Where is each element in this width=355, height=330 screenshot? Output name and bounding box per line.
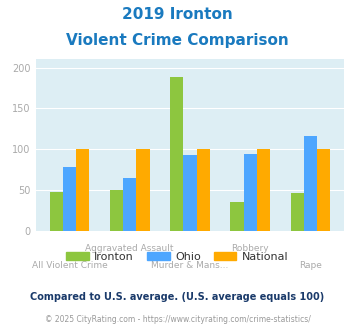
Text: Violent Crime Comparison: Violent Crime Comparison — [66, 33, 289, 48]
Bar — [290, 193, 304, 231]
Bar — [63, 167, 76, 231]
Bar — [244, 154, 257, 231]
Bar — [230, 202, 244, 231]
Bar — [183, 155, 197, 231]
Bar — [257, 149, 270, 231]
Text: 2019 Ironton: 2019 Ironton — [122, 7, 233, 21]
Bar — [136, 149, 149, 231]
Bar — [123, 178, 136, 231]
Bar — [170, 77, 183, 231]
Bar — [50, 192, 63, 231]
Text: All Violent Crime: All Violent Crime — [32, 261, 107, 270]
Bar — [317, 149, 330, 231]
Text: Compared to U.S. average. (U.S. average equals 100): Compared to U.S. average. (U.S. average … — [31, 292, 324, 302]
Bar — [110, 190, 123, 231]
Text: © 2025 CityRating.com - https://www.cityrating.com/crime-statistics/: © 2025 CityRating.com - https://www.city… — [45, 315, 310, 324]
Text: Rape: Rape — [299, 261, 322, 270]
Legend: Ironton, Ohio, National: Ironton, Ohio, National — [62, 248, 293, 267]
Bar — [76, 149, 89, 231]
Text: Robbery: Robbery — [231, 244, 269, 253]
Text: Murder & Mans...: Murder & Mans... — [151, 261, 229, 270]
Text: Aggravated Assault: Aggravated Assault — [86, 244, 174, 253]
Bar — [197, 149, 210, 231]
Bar — [304, 136, 317, 231]
